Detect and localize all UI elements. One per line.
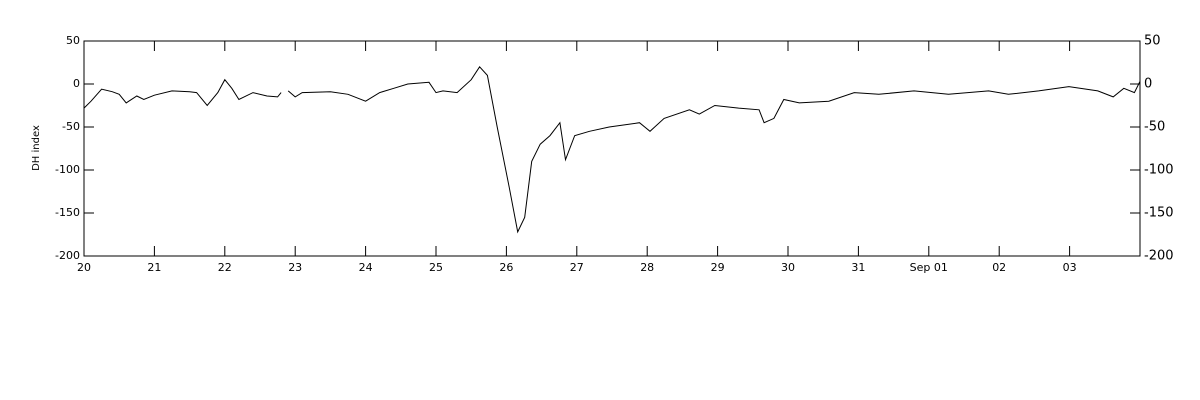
y-tick-label-right: -100: [1144, 163, 1174, 178]
x-tick-label: 02: [992, 261, 1006, 274]
x-tick-label: 20: [77, 261, 91, 274]
x-tick-label: 22: [218, 261, 232, 274]
y-tick-label-right: 0: [1144, 77, 1152, 92]
x-tick-label: 23: [288, 261, 302, 274]
x-tick-label: 03: [1063, 261, 1077, 274]
y-tick-label: -200: [55, 249, 80, 262]
x-tick-label: 26: [499, 261, 513, 274]
plot-frame: [83, 40, 1141, 257]
x-tick-label: 27: [570, 261, 584, 274]
x-tick-label: 25: [429, 261, 443, 274]
data-line: [83, 65, 1141, 234]
y-tick-label-right: -50: [1144, 120, 1165, 135]
y-tick-label: 0: [73, 77, 80, 90]
y-tick-label: -150: [55, 206, 80, 219]
x-tick-label: 29: [711, 261, 725, 274]
y-tick-label: -50: [62, 120, 80, 133]
y-tick-label: -100: [55, 163, 80, 176]
y-tick-label: 50: [66, 34, 80, 47]
y-tick-label-right: -150: [1144, 206, 1174, 221]
x-tick-label: Sep 01: [910, 261, 948, 274]
x-tick-label: 24: [359, 261, 373, 274]
y-axis-label: DH index: [31, 125, 42, 171]
y-tick-label-right: 50: [1144, 34, 1161, 49]
x-tick-label: 31: [851, 261, 865, 274]
x-tick-label: 21: [147, 261, 161, 274]
x-tick-label: 30: [781, 261, 795, 274]
y-tick-label-right: -200: [1144, 249, 1174, 264]
x-tick-label: 28: [640, 261, 654, 274]
